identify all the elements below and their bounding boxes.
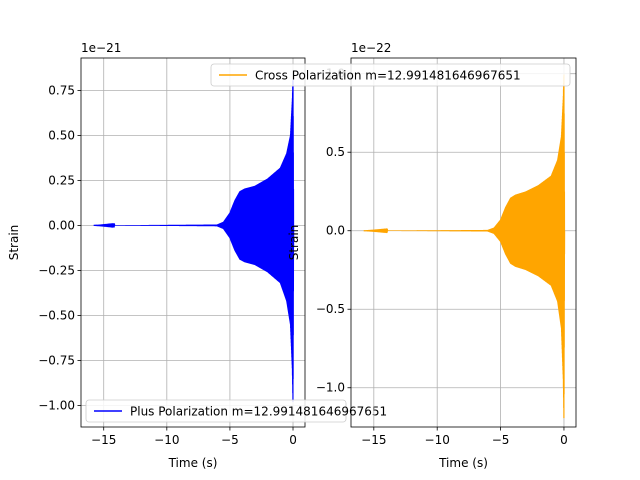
y-tick-label: 0.25 <box>48 173 75 187</box>
legend-label: Cross Polarization m=12.991481646967651 <box>255 69 521 83</box>
y-tick-label: −0.5 <box>316 302 345 316</box>
x-tick-label: 0 <box>289 433 297 447</box>
x-tick-label: −15 <box>361 433 386 447</box>
legend-box <box>85 399 347 423</box>
y-tick-label: −0.50 <box>38 308 75 322</box>
x-tick-label: 0 <box>560 433 568 447</box>
x-axis-label: Time (s) <box>438 456 488 470</box>
y-axis-label: Strain <box>7 225 21 261</box>
y-tick-label: −0.25 <box>38 263 75 277</box>
x-axis-label: Time (s) <box>168 456 218 470</box>
axes-frame <box>80 57 306 428</box>
plus-polarization-axes: −15 −10 −5 0 −1.00 −0.75 −0.50 −0.25 0.00 0.25 0.5… <box>7 41 387 470</box>
y-tick-label: 0.75 <box>48 83 75 97</box>
y-tick-label: 0.0 <box>326 224 345 238</box>
y-offset-text: 1e−21 <box>81 41 121 55</box>
y-tick-label: 0.00 <box>48 218 75 232</box>
axes-frame <box>350 57 577 428</box>
legend-box <box>210 63 571 87</box>
x-tick-label: −10 <box>425 433 450 447</box>
y-axis-label: Strain <box>287 225 301 261</box>
y-tick-label: 0.50 <box>48 128 75 142</box>
y-tick-label: 0.5 <box>326 145 345 159</box>
legend-label: Plus Polarization m=12.991481646967651 <box>130 405 387 419</box>
series-line <box>93 79 295 402</box>
legend: Cross Polarization m=12.991481646967651 <box>210 63 571 87</box>
y-tick-label: −1.00 <box>38 398 75 412</box>
x-tick-label: −5 <box>221 433 239 447</box>
y-tick-label: −1.0 <box>316 381 345 395</box>
y-offset-text: 1e−22 <box>351 41 391 55</box>
x-tick-label: −5 <box>492 433 510 447</box>
series-line <box>363 74 566 419</box>
x-tick-label: −10 <box>154 433 179 447</box>
y-tick-label: −0.75 <box>38 353 75 367</box>
x-tick-label: −15 <box>91 433 116 447</box>
legend: Plus Polarization m=12.991481646967651 <box>85 399 387 423</box>
